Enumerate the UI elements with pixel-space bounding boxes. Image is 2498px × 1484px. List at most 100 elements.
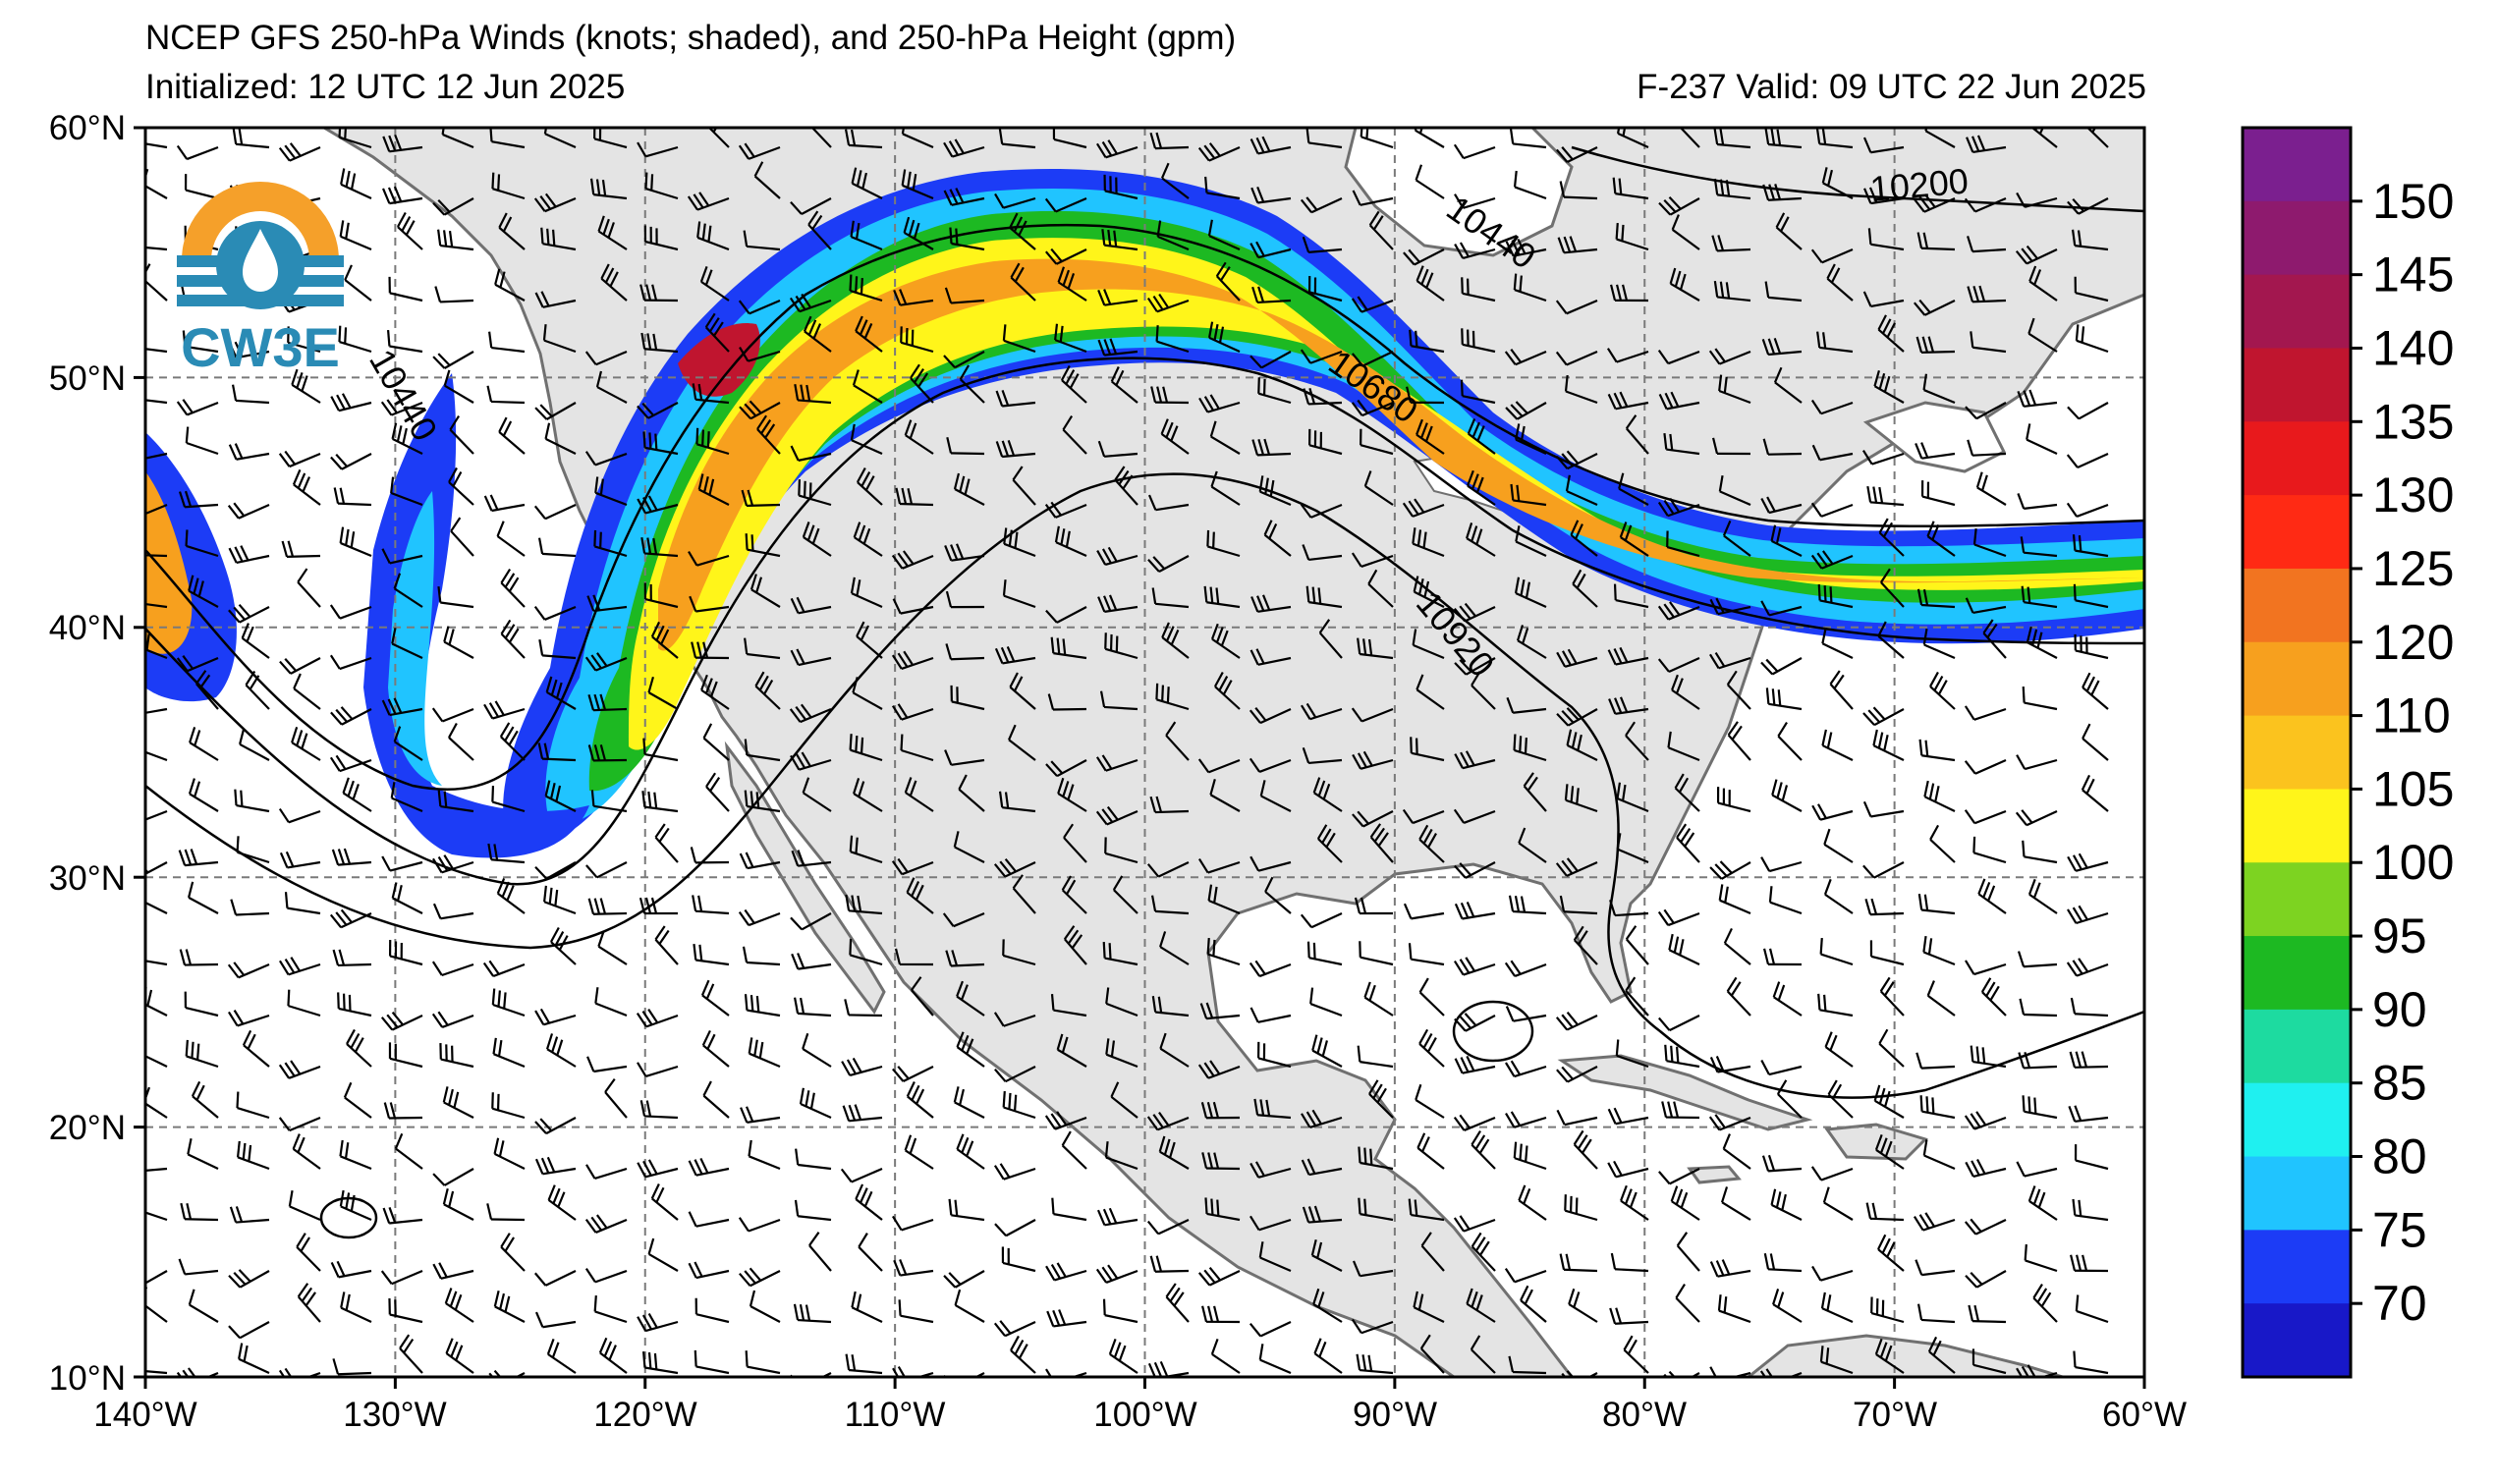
wind-barb — [1926, 521, 1956, 557]
wind-barb — [1110, 366, 1138, 404]
wind-barb — [806, 128, 832, 148]
wind-barb — [537, 537, 577, 558]
wind-barb — [1453, 957, 1496, 976]
wind-barb — [491, 786, 526, 813]
wind-barb — [2020, 536, 2058, 558]
wind-barb — [1161, 622, 1190, 659]
wind-barb — [534, 291, 577, 308]
wind-barb — [637, 495, 679, 515]
wind-barb — [1606, 348, 1649, 363]
wind-barb — [1504, 349, 1547, 366]
wind-barb — [184, 174, 219, 200]
wind-barb — [584, 451, 628, 467]
wind-barb — [852, 677, 883, 710]
height-contours — [145, 145, 2144, 1239]
wind-barb — [1061, 875, 1087, 914]
wind-barb — [1012, 874, 1036, 914]
wind-barb — [1454, 193, 1496, 209]
wind-barb — [1826, 263, 1854, 302]
wind-barb — [1760, 657, 1803, 676]
wind-barb — [1408, 943, 1445, 966]
wind-barb — [600, 263, 628, 302]
wind-barb — [2066, 958, 2109, 977]
wind-barb — [949, 227, 985, 251]
wind-barb — [1197, 142, 1241, 162]
wind-barb — [2015, 809, 2058, 827]
wind-barb — [641, 791, 679, 813]
wind-barb — [1768, 886, 1803, 915]
colorbar-label: 105 — [2372, 761, 2454, 816]
wind-barb — [756, 414, 781, 455]
wind-barb — [1771, 779, 1803, 812]
wind-barb — [943, 138, 985, 158]
wind-barb — [1608, 696, 1649, 715]
wind-barb — [381, 855, 423, 872]
wind-barb — [1920, 480, 1956, 507]
wind-barb — [1305, 585, 1343, 609]
wind-barb — [1518, 827, 1547, 863]
wind-barb — [393, 726, 423, 761]
wind-barb — [1209, 420, 1241, 455]
wind-barb — [1151, 996, 1190, 1017]
wind-barb — [393, 573, 423, 608]
wind-barb — [1063, 925, 1087, 965]
wind-barb — [293, 673, 321, 710]
wind-barb — [189, 727, 219, 761]
colorbar-box — [2243, 1156, 2351, 1231]
wind-barb — [893, 289, 934, 306]
wind-barb — [945, 643, 985, 661]
wind-barb — [330, 706, 372, 726]
wind-barb — [845, 894, 883, 915]
wind-barb — [1063, 823, 1087, 863]
wind-barb — [1515, 525, 1547, 557]
wind-barb — [1516, 625, 1547, 659]
colorbar-label: 85 — [2372, 1056, 2427, 1111]
wind-barb — [2074, 633, 2109, 660]
wind-barb — [704, 128, 730, 148]
wind-barb — [1045, 606, 1087, 624]
colorbar-label: 150 — [2372, 174, 2454, 229]
wind-barb — [239, 728, 270, 761]
wind-barb — [693, 943, 730, 966]
wind-barb — [1308, 428, 1343, 456]
wind-barb — [1609, 899, 1649, 917]
wind-barb — [449, 414, 474, 455]
wind-barb — [1564, 784, 1598, 813]
wind-barb — [802, 777, 832, 812]
wind-barb — [1609, 284, 1649, 302]
wind-barb — [496, 521, 526, 557]
wind-barb — [1258, 475, 1292, 507]
wind-barb — [434, 286, 474, 303]
wind-barb — [2067, 905, 2109, 925]
wind-barb — [1454, 750, 1496, 770]
wind-barb — [1760, 856, 1803, 873]
wind-barb — [329, 654, 372, 671]
wind-barb — [647, 676, 679, 710]
wind-barb — [793, 997, 832, 1017]
wind-barb — [1150, 386, 1190, 405]
wind-barb — [1513, 170, 1547, 200]
newfoundland — [1862, 401, 2007, 473]
wind-barb — [1557, 236, 1598, 254]
wind-barb — [1658, 196, 1700, 216]
wind-barb — [1708, 651, 1751, 670]
wind-barb — [743, 230, 781, 251]
colorbar-label: 95 — [2372, 908, 2427, 963]
wind-barb — [1114, 466, 1138, 506]
wind-barb — [1967, 285, 2007, 303]
wind-barb — [1913, 193, 1956, 213]
wind-barb — [431, 961, 474, 977]
wind-barb — [1760, 496, 1803, 515]
wind-barb — [958, 774, 985, 812]
colorbar-box — [2243, 641, 2351, 717]
wind-barb — [1877, 314, 1905, 353]
wind-barb — [1062, 414, 1087, 455]
wind-barb — [1300, 196, 1343, 214]
wind-barb — [994, 645, 1036, 665]
wind-barb — [650, 621, 679, 659]
wind-barb — [388, 276, 423, 302]
wind-barb — [1367, 569, 1394, 608]
wind-barb — [1967, 439, 2007, 457]
wind-barb — [904, 777, 934, 812]
wind-barb — [1312, 777, 1343, 812]
